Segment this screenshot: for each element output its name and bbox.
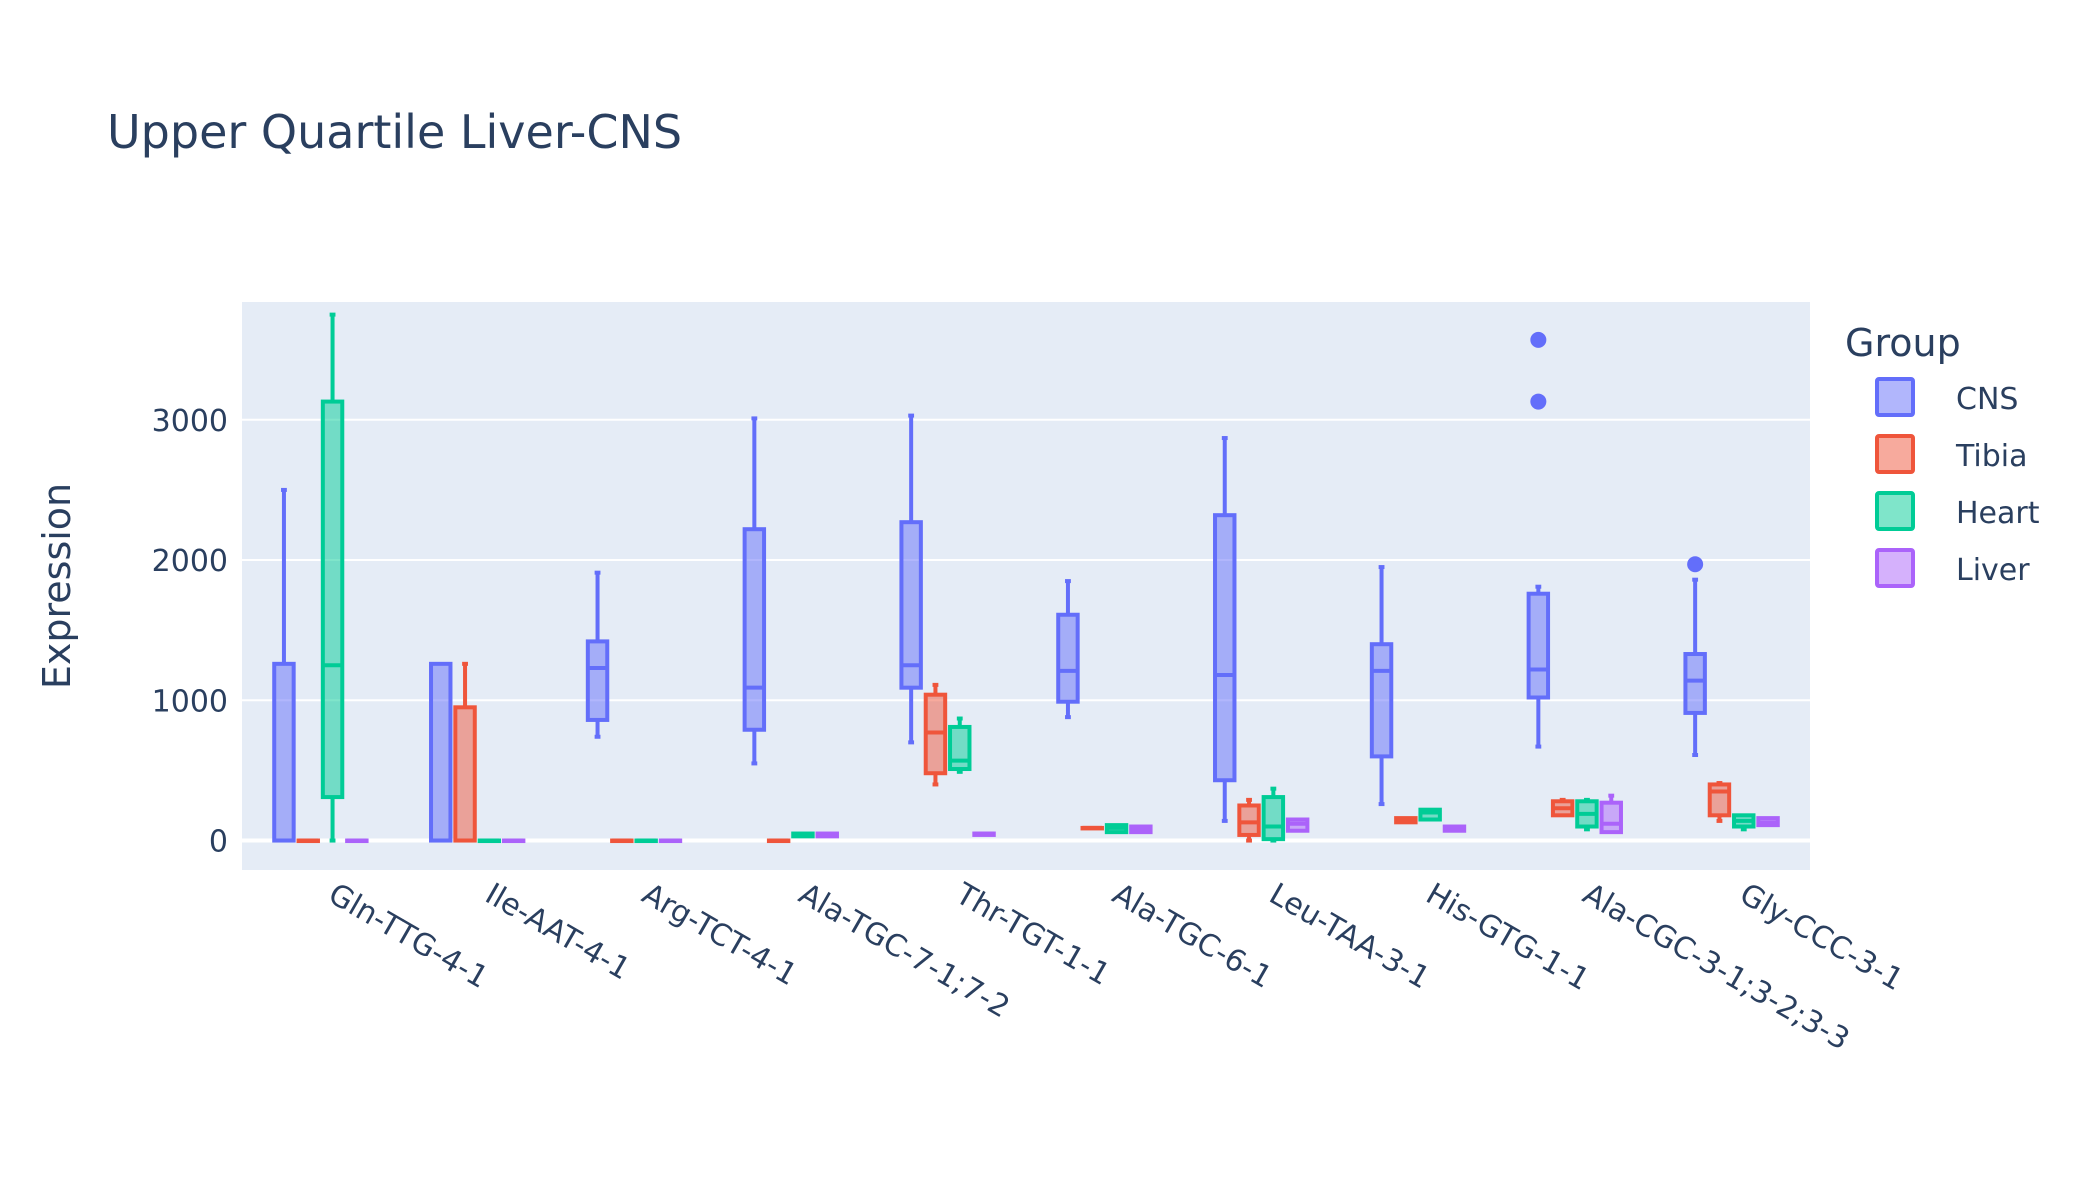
x-tick-label-7: His-GTG-1-1 bbox=[1420, 877, 1595, 998]
outlier-point-1[interactable] bbox=[1530, 393, 1547, 410]
x-tick-label-8: Ala-CGC-3-1;3-2;3-3 bbox=[1577, 877, 1855, 1058]
box-cns-2[interactable] bbox=[585, 570, 610, 739]
box-body bbox=[585, 639, 610, 722]
box-cns-5[interactable] bbox=[1056, 579, 1080, 720]
legend-swatch bbox=[1875, 491, 1915, 531]
box-heart-7[interactable] bbox=[1418, 807, 1442, 822]
box-liver-6[interactable] bbox=[1285, 817, 1310, 833]
box-body bbox=[1261, 795, 1286, 842]
box-cns-6[interactable] bbox=[1213, 436, 1237, 823]
box-body bbox=[948, 724, 972, 772]
legend-item-tibia[interactable]: Tibia bbox=[1875, 434, 2028, 474]
y-tick-label-2: 2000 bbox=[152, 544, 228, 579]
box-tibia-0[interactable] bbox=[296, 838, 320, 844]
box-liver-0[interactable] bbox=[345, 838, 369, 844]
box-body bbox=[1056, 612, 1080, 704]
box-heart-9[interactable] bbox=[1732, 813, 1756, 832]
box-body bbox=[1213, 513, 1237, 783]
box-body bbox=[1707, 782, 1732, 818]
box-body bbox=[453, 705, 477, 843]
box-heart-6[interactable] bbox=[1261, 786, 1286, 843]
plot-area bbox=[242, 302, 1810, 870]
y-axis-title: Expression bbox=[35, 483, 79, 689]
box-liver-2[interactable] bbox=[658, 838, 683, 844]
x-tick-label-1: Ile-AAT-4-1 bbox=[479, 877, 636, 988]
box-body bbox=[1418, 807, 1442, 822]
legend-swatch bbox=[1875, 377, 1915, 417]
box-liver-7[interactable] bbox=[1442, 824, 1467, 833]
box-heart-1[interactable] bbox=[477, 838, 502, 844]
legend-label: Heart bbox=[1956, 496, 2040, 531]
box-liver-3[interactable] bbox=[815, 831, 839, 839]
box-heart-0[interactable] bbox=[320, 312, 345, 843]
x-tick-label-2: Arg-TCT-4-1 bbox=[636, 877, 803, 993]
box-body bbox=[899, 520, 923, 690]
outlier-point-0[interactable] bbox=[1687, 556, 1704, 573]
box-tibia-5[interactable] bbox=[1080, 825, 1104, 831]
box-cns-8[interactable] bbox=[1526, 331, 1551, 749]
box-liver-5[interactable] bbox=[1129, 824, 1153, 835]
box-cns-3[interactable] bbox=[742, 416, 767, 766]
box-liver-1[interactable] bbox=[501, 838, 526, 844]
box-body bbox=[1599, 800, 1623, 835]
series-liver bbox=[345, 793, 1780, 844]
box-cns-7[interactable] bbox=[1369, 565, 1394, 807]
box-heart-8[interactable] bbox=[1575, 797, 1599, 832]
x-tick-label-5: Ala-TGC-6-1 bbox=[1106, 877, 1277, 996]
box-body bbox=[272, 661, 296, 843]
box-liver-9[interactable] bbox=[1756, 816, 1780, 828]
box-cns-4[interactable] bbox=[899, 413, 923, 745]
box-tibia-6[interactable] bbox=[1237, 797, 1261, 843]
legend-item-heart[interactable]: Heart bbox=[1875, 491, 2040, 531]
box-tibia-2[interactable] bbox=[610, 838, 634, 844]
box-heart-3[interactable] bbox=[791, 831, 815, 839]
series-tibia bbox=[296, 661, 1732, 844]
box-body bbox=[1683, 652, 1707, 715]
y-tick-label-1: 1000 bbox=[152, 684, 228, 719]
box-tibia-4[interactable] bbox=[923, 682, 948, 787]
series-heart bbox=[320, 312, 1756, 844]
legend-label: CNS bbox=[1956, 382, 2018, 417]
box-body bbox=[429, 661, 453, 843]
box-body bbox=[742, 527, 767, 732]
box-series bbox=[272, 312, 1780, 844]
legend-swatch bbox=[1875, 548, 1915, 588]
box-body bbox=[1237, 803, 1261, 837]
box-cns-0[interactable] bbox=[272, 487, 296, 843]
box-tibia-1[interactable] bbox=[453, 661, 477, 843]
x-tick-label-6: Leu-TAA-3-1 bbox=[1263, 877, 1435, 997]
outlier-point-0[interactable] bbox=[1530, 331, 1547, 348]
box-cns-9[interactable] bbox=[1683, 556, 1707, 757]
box-tibia-3[interactable] bbox=[766, 838, 791, 844]
legend-label: Liver bbox=[1956, 553, 2030, 588]
legend-item-liver[interactable]: Liver bbox=[1875, 548, 2030, 588]
legend: Group CNS Tibia Heart Liver bbox=[1845, 321, 2040, 588]
x-tick-label-0: Gln-TTG-4-1 bbox=[322, 877, 494, 996]
legend-item-cns[interactable]: CNS bbox=[1875, 377, 2018, 417]
box-heart-4[interactable] bbox=[948, 716, 972, 774]
box-cns-1[interactable] bbox=[429, 661, 453, 843]
box-heart-5[interactable] bbox=[1104, 823, 1129, 835]
legend-swatch bbox=[1875, 434, 1915, 474]
box-heart-2[interactable] bbox=[634, 838, 658, 844]
box-body bbox=[320, 399, 345, 800]
legend-label: Tibia bbox=[1955, 439, 2028, 474]
box-tibia-9[interactable] bbox=[1707, 781, 1732, 823]
box-liver-8[interactable] bbox=[1599, 793, 1623, 835]
box-liver-4[interactable] bbox=[972, 831, 996, 837]
box-tibia-8[interactable] bbox=[1550, 797, 1575, 818]
series-cns bbox=[272, 331, 1707, 843]
y-axis-ticks: 0 1000 2000 3000 bbox=[152, 404, 228, 860]
y-tick-label-3: 3000 bbox=[152, 404, 228, 439]
legend-title: Group bbox=[1845, 321, 1961, 365]
chart-title: Upper Quartile Liver-CNS bbox=[107, 105, 682, 159]
box-body bbox=[1526, 591, 1551, 700]
box-body bbox=[1369, 642, 1394, 759]
y-tick-label-0: 0 bbox=[209, 825, 228, 860]
box-tibia-7[interactable] bbox=[1394, 816, 1418, 825]
